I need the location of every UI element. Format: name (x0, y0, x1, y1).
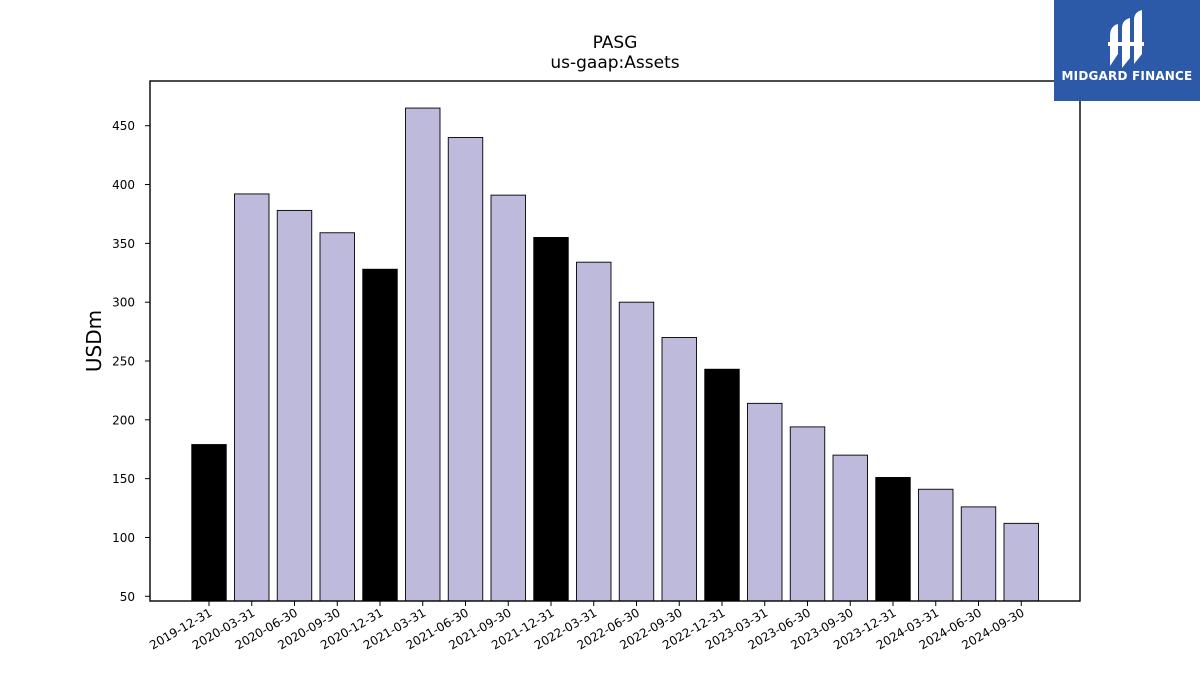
y-tick-label: 450 (112, 119, 135, 133)
bar-2022-12-31 (704, 368, 740, 602)
y-tick-label: 50 (120, 590, 135, 604)
y-tick-label: 250 (112, 355, 135, 369)
bar-2020-09-30 (319, 232, 355, 602)
y-tick-label: 350 (112, 237, 135, 251)
y-tick-label: 100 (112, 531, 135, 545)
bar-2024-09-30 (1003, 522, 1039, 602)
bar-2024-06-30 (960, 506, 997, 602)
x-axis: 2019-12-312020-03-312020-06-302020-09-30… (147, 601, 1027, 652)
bar-2021-09-30 (490, 194, 526, 602)
bar-2022-09-30 (661, 337, 697, 602)
bar-2023-09-30 (832, 454, 868, 602)
bar-2019-12-31 (191, 444, 227, 602)
bar-2020-12-31 (362, 268, 398, 602)
plot-frame (149, 80, 1081, 602)
y-tick-label: 400 (112, 178, 135, 192)
y-tick-label: 200 (112, 413, 135, 427)
bar-2021-03-31 (405, 107, 441, 602)
y-tick-label: 300 (112, 296, 135, 310)
bar-2021-06-30 (447, 137, 484, 602)
bar-2023-12-31 (875, 477, 911, 602)
y-tick-label: 150 (112, 472, 135, 486)
logo-mark-icon (1108, 10, 1144, 68)
bar-2023-03-31 (747, 402, 783, 602)
chart-title: PASG (593, 33, 638, 53)
bar-2023-06-30 (789, 426, 826, 602)
y-axis-label: USDm (82, 310, 106, 372)
bars-group (191, 107, 1039, 602)
brand-logo: MIDGARD FINANCE (1054, 0, 1200, 101)
bar-2020-03-31 (234, 193, 270, 602)
bar-2020-06-30 (276, 209, 313, 602)
chart-subtitle: us-gaap:Assets (550, 53, 679, 73)
logo-text: MIDGARD FINANCE (1061, 69, 1193, 83)
y-axis: 50 100 150 200 250 300 350 400 450 (112, 119, 150, 604)
bar-2021-12-31 (533, 237, 569, 602)
bar-2022-03-31 (576, 261, 612, 602)
bar-2024-03-31 (918, 488, 954, 602)
bar-2022-06-30 (618, 301, 655, 602)
